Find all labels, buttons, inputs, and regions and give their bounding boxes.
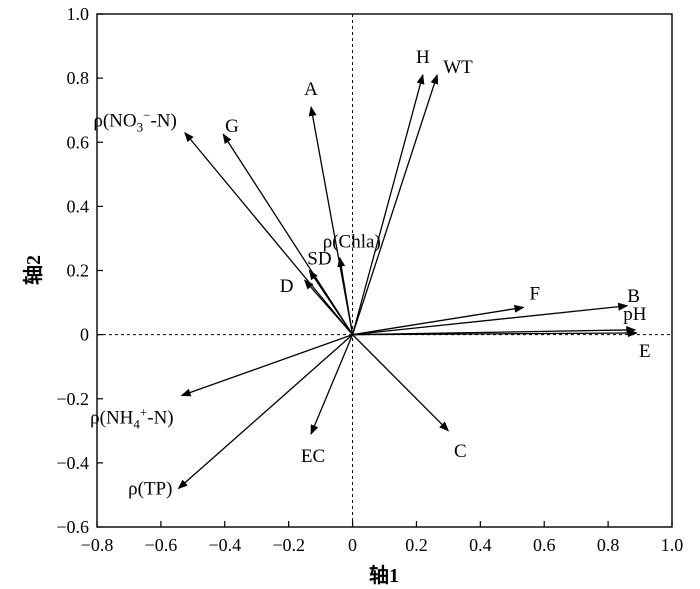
vector-arrow [310,334,354,435]
vector-arrow [184,131,354,336]
vector-label: G [225,116,239,137]
x-tick-label: 0.8 [597,535,620,555]
x-tick-label: −0.4 [208,535,241,555]
y-tick-label: −0.4 [56,453,89,473]
y-tick-label: 1.0 [67,4,90,24]
vector-label: ρ(Chla) [323,232,381,253]
vector-label: EC [301,446,325,467]
x-tick-label: −0.6 [145,535,178,555]
x-tick-label: −0.8 [81,535,114,555]
y-axis-title: 轴2 [21,255,45,285]
vector-arrow [177,334,353,490]
vector-label: ρ(NO3−-N) [93,108,177,135]
vector-arrow [222,133,354,335]
vector-arrow [351,73,425,335]
vector-arrow [351,73,439,335]
x-tick-label: −0.2 [272,535,305,555]
vector-label: WT [443,57,473,78]
vector-label: SD [307,249,331,270]
y-tick-label: −0.6 [56,517,89,537]
vector-label: H [416,47,430,68]
plot-frame [96,13,673,528]
vector-arrow [352,302,629,336]
vector-label: pH [623,304,647,325]
vector-label: ρ(NH4+-N) [90,405,174,432]
vector-label: F [529,283,540,304]
vector-arrow [352,329,638,338]
y-tick-label: −0.2 [56,389,89,409]
x-tick-label: 0.4 [469,535,492,555]
y-tick-label: 0.8 [67,68,90,88]
x-axis-title: 轴1 [369,563,399,587]
vector-arrow [352,334,450,432]
x-tick-label: 0.2 [405,535,428,555]
vector-arrow [308,269,354,335]
vector-label: E [639,341,651,362]
vector-arrow [303,279,354,336]
x-tick-label: 1.0 [661,535,684,555]
x-tick-label: 0 [348,535,357,555]
y-tick-label: 0.4 [67,196,90,216]
x-tick-label: 0.6 [533,535,556,555]
vector-label: A [304,79,318,100]
vector-arrow [180,334,353,397]
vector-label: B [627,286,640,307]
vector-label: ρ(TP) [128,479,172,500]
vector-arrow [352,304,525,336]
y-tick-label: 0.6 [67,132,90,152]
vector-arrow [337,256,354,335]
vector-label: C [454,441,467,462]
y-tick-label: 0.2 [67,261,90,281]
vector-label: D [280,276,294,297]
y-tick-label: 0 [80,325,89,345]
